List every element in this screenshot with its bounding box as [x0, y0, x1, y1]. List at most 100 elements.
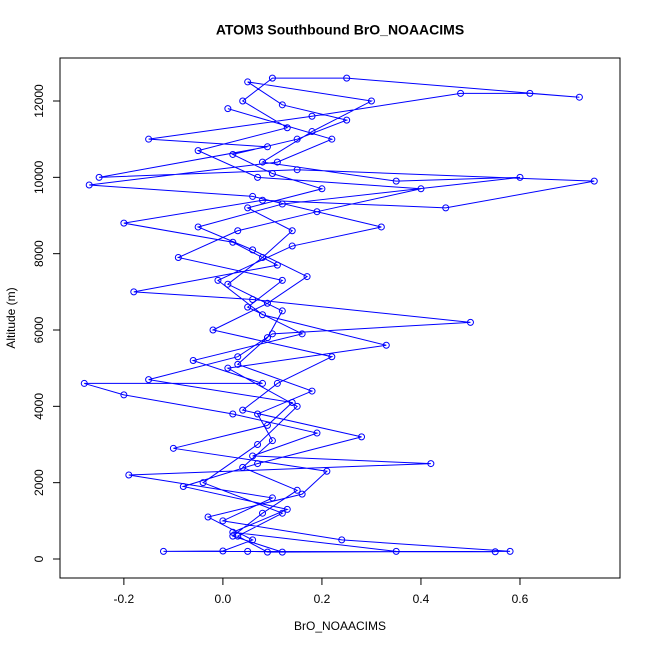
data-point [293, 486, 301, 494]
data-point [273, 261, 281, 269]
data-point [392, 547, 400, 555]
data-point [526, 89, 534, 97]
data-point [263, 548, 271, 556]
data-point [80, 379, 88, 387]
data-point [224, 105, 232, 113]
data-point [244, 303, 252, 311]
data-point [308, 112, 316, 120]
data-point [259, 253, 267, 261]
data-point [169, 444, 177, 452]
data-point [189, 357, 197, 365]
data-point [308, 128, 316, 136]
data-point [367, 97, 375, 105]
data-point [298, 490, 306, 498]
data-point [229, 532, 237, 540]
data-point [343, 74, 351, 82]
data-point [491, 548, 499, 556]
y-tick-label: 0 [32, 555, 46, 562]
y-tick-label: 10000 [32, 160, 46, 194]
data-point [259, 379, 267, 387]
data-point [427, 460, 435, 468]
data-point [194, 223, 202, 231]
data-point [268, 330, 276, 338]
y-tick-label: 6000 [32, 316, 46, 343]
data-point [234, 532, 242, 540]
data-point [283, 505, 291, 513]
data-point [244, 547, 252, 555]
data-point [254, 410, 262, 418]
data-point [95, 173, 103, 181]
data-point [259, 311, 267, 319]
data-point [259, 196, 267, 204]
data-point [259, 158, 267, 166]
data-point [229, 410, 237, 418]
y-tick-label: 8000 [32, 240, 46, 267]
data-point [417, 185, 425, 193]
data-point [229, 150, 237, 158]
x-tick-label: 0.4 [413, 592, 430, 606]
data-point [313, 208, 321, 216]
y-tick-label: 12000 [32, 84, 46, 118]
data-point [293, 166, 301, 174]
data-point [382, 341, 390, 349]
data-point [244, 78, 252, 86]
data-point [174, 253, 182, 261]
data-point [308, 387, 316, 395]
data-point [358, 433, 366, 441]
data-point [249, 452, 257, 460]
data-point [249, 536, 257, 544]
y-tick-label: 4000 [32, 393, 46, 420]
data-point [254, 460, 262, 468]
data-point [263, 143, 271, 151]
data-point [268, 74, 276, 82]
data-point [506, 547, 514, 555]
data-point [219, 547, 227, 555]
chart-title: ATOM3 Southbound BrO_NOAACIMS [216, 22, 464, 38]
data-point [288, 227, 296, 235]
data-point [259, 509, 267, 517]
data-point [328, 135, 336, 143]
data-point [328, 353, 336, 361]
data-point [234, 227, 242, 235]
data-point [273, 158, 281, 166]
data-point [263, 421, 271, 429]
data-point [209, 326, 217, 334]
data-point [288, 242, 296, 250]
data-point [516, 173, 524, 181]
data-point [85, 181, 93, 189]
data-point [293, 402, 301, 410]
data-point [234, 353, 242, 361]
data-point [293, 135, 301, 143]
x-tick-label: -0.2 [114, 592, 135, 606]
data-point [125, 471, 133, 479]
data-point [343, 116, 351, 124]
data-point [268, 437, 276, 445]
data-point [239, 463, 247, 471]
data-point [234, 360, 242, 368]
data-point [278, 200, 286, 208]
data-point [442, 204, 450, 212]
data-point [145, 135, 153, 143]
data-point [159, 547, 167, 555]
data-point [239, 97, 247, 105]
data-point [318, 185, 326, 193]
data-point [229, 238, 237, 246]
data-point [219, 517, 227, 525]
data-point [268, 170, 276, 178]
data-point [278, 509, 286, 517]
data-point [254, 173, 262, 181]
data-point [130, 288, 138, 296]
data-point [120, 391, 128, 399]
data-point [263, 334, 271, 342]
data-point [392, 177, 400, 185]
data-point [278, 548, 286, 556]
data-point [239, 406, 247, 414]
data-point [249, 295, 257, 303]
data-point [204, 513, 212, 521]
data-point [313, 429, 321, 437]
data-point [278, 307, 286, 315]
data-point [377, 223, 385, 231]
data-point [323, 467, 331, 475]
